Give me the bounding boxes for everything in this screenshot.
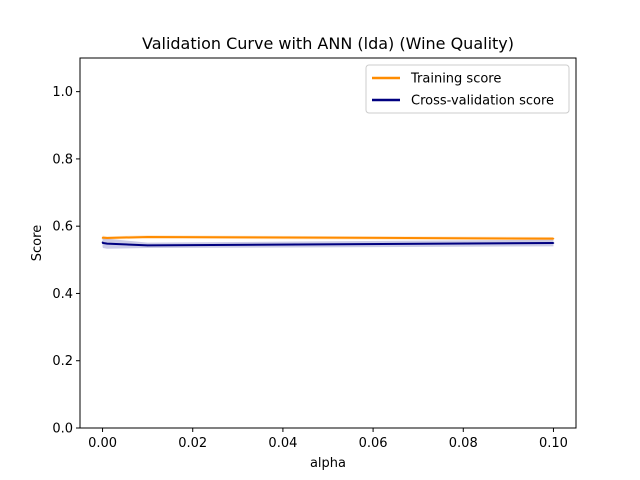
point-series-0-1 bbox=[102, 236, 104, 239]
x-tick-label-4: 0.08 bbox=[449, 436, 478, 451]
point-series-1-2 bbox=[106, 242, 108, 245]
x-tick-label-5: 0.10 bbox=[539, 436, 568, 451]
legend-box bbox=[365, 64, 570, 114]
y-tick-label-2: 0.4 bbox=[52, 287, 73, 302]
legend-label-1: Cross-validation score bbox=[411, 94, 554, 109]
x-tick-label-0: 0.00 bbox=[88, 436, 117, 451]
plot-frame bbox=[79, 57, 577, 429]
x-axis-label: alpha bbox=[310, 456, 346, 471]
x-tick-label-3: 0.06 bbox=[359, 436, 388, 451]
y-tick-label-1: 0.2 bbox=[52, 354, 73, 369]
y-tick-label-0: 0.0 bbox=[52, 422, 73, 437]
point-series-0-3 bbox=[146, 236, 149, 238]
y-tick-label-3: 0.6 bbox=[52, 220, 73, 235]
x-tick-label-2: 0.04 bbox=[268, 436, 297, 451]
x-axis: 0.00 0.02 0.04 0.06 0.08 0.10 bbox=[88, 428, 568, 451]
point-series-1-4 bbox=[552, 242, 555, 244]
point-series-0-4 bbox=[552, 237, 555, 240]
series-lines bbox=[101, 235, 555, 247]
point-series-1-3 bbox=[146, 244, 149, 247]
y-tick-label-4: 0.8 bbox=[52, 152, 73, 167]
legend-label-0: Training score bbox=[410, 72, 501, 87]
x-tick-label-1: 0.02 bbox=[178, 436, 207, 451]
point-series-0-2 bbox=[106, 237, 108, 239]
y-tick-label-5: 1.0 bbox=[52, 85, 73, 100]
legend: Training score Cross-validation score bbox=[365, 64, 570, 114]
y-axis: 0.0 0.2 0.4 0.6 0.8 1.0 bbox=[52, 85, 80, 437]
chart-title: Validation Curve with ANN (lda) (Wine Qu… bbox=[142, 34, 514, 53]
point-series-1-1 bbox=[102, 242, 104, 244]
y-axis-label: Score bbox=[30, 225, 45, 261]
